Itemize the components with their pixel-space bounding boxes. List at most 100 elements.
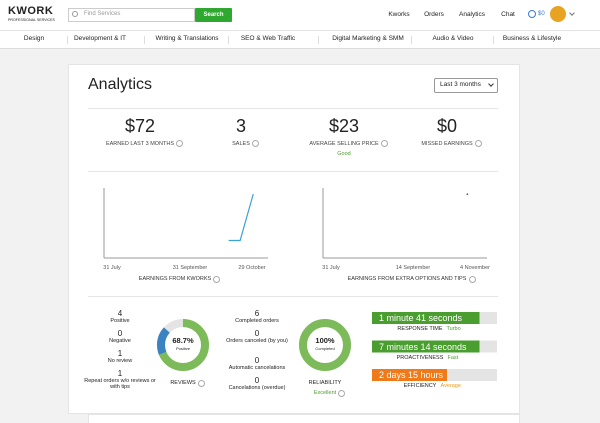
category-link[interactable]: Business & Lifestyle	[502, 35, 562, 42]
balance-icon	[528, 10, 536, 18]
divider	[88, 296, 498, 297]
period-label: Last 3 months	[440, 81, 481, 88]
chart-caption: EARNINGS FROM EXTRA OPTIONS AND TIPS	[347, 276, 467, 282]
x-tick-label: 31 September	[172, 265, 208, 271]
donut-label: 100%	[315, 336, 335, 345]
metric-count: 0	[117, 329, 123, 338]
category-separator	[227, 36, 229, 44]
stat-value: $23	[328, 116, 360, 136]
metric-note: Fast	[447, 354, 459, 361]
metric-label: Automatic cancelations	[228, 365, 286, 371]
search-placeholder: Find Services	[84, 11, 121, 17]
category-separator	[492, 36, 494, 44]
donut-segment	[299, 319, 351, 371]
x-tick-label: 31 July	[322, 265, 340, 271]
metric-bar	[372, 369, 447, 381]
stat-label: AVERAGE SELLING PRICE	[309, 141, 379, 147]
help-icon	[338, 390, 345, 397]
logo-subtitle: PROFESSIONAL SERVICES	[8, 18, 55, 22]
metric-caption: RESPONSE TIME	[397, 326, 443, 332]
help-icon	[252, 140, 259, 147]
help-icon	[380, 140, 388, 147]
help-icon	[213, 276, 220, 283]
category-separator	[67, 36, 68, 44]
analytics-card	[68, 64, 520, 414]
stat-note: Good	[337, 151, 351, 157]
metric-note: Average	[440, 383, 461, 389]
metric-label: Repeat orders w/o reviews or with tips	[84, 378, 156, 390]
stat-value: 3	[235, 116, 247, 136]
help-icon	[197, 380, 205, 387]
search-box[interactable]	[68, 8, 195, 22]
divider	[88, 108, 498, 109]
stat-label: SALES	[232, 141, 250, 147]
metric-count: 1	[117, 349, 123, 358]
metric-caption: PROACTIVENESS	[396, 354, 444, 361]
metric-count: 4	[117, 309, 123, 318]
x-tick-label: 14 September	[395, 265, 431, 271]
divider	[88, 171, 498, 172]
nav-link[interactable]: Chat	[501, 11, 515, 18]
metric-count: 1	[117, 369, 123, 378]
category-link[interactable]: Development & IT	[73, 35, 127, 42]
search-button[interactable]: Search	[195, 8, 232, 22]
metric-count: 6	[254, 309, 260, 318]
metric-count: 0	[254, 376, 260, 385]
period-select[interactable]	[434, 78, 498, 93]
donut-segment	[157, 319, 209, 371]
metric-count: 0	[254, 329, 260, 338]
logo[interactable]: KWORK	[8, 5, 54, 17]
metric-bar	[372, 312, 480, 324]
metric-bar	[372, 340, 480, 353]
earnings-point	[466, 193, 469, 195]
metric-label: Orders canceled (by you)	[226, 338, 288, 344]
page-title: Analytics	[88, 76, 153, 93]
stat-value: $72	[124, 116, 156, 136]
metric-caption: EFFICIENCY	[403, 383, 437, 389]
metric-label: No review	[107, 358, 133, 364]
category-separator	[318, 36, 319, 44]
metric-note: Turbo	[446, 326, 461, 332]
x-tick-label: 31 July	[103, 265, 121, 271]
x-tick-label: 4 November	[460, 265, 490, 271]
donut-sublabel: Positive	[175, 346, 191, 351]
nav-link[interactable]: Kworks	[388, 11, 410, 18]
metric-label: Completed orders	[235, 318, 279, 324]
donut-sublabel: Completed	[315, 346, 335, 351]
nav-link[interactable]: Analytics	[458, 11, 486, 18]
metric-value: 1 minute 41 seconds	[379, 313, 463, 323]
search-icon	[72, 11, 78, 17]
donut-segment	[157, 319, 209, 371]
avatar[interactable]	[550, 6, 566, 22]
category-link[interactable]: Digital Marketing & SMM	[332, 35, 404, 42]
x-tick-label: 29 October	[238, 265, 266, 271]
help-icon	[474, 140, 482, 147]
metric-value: 2 days 15 hours	[379, 370, 444, 380]
metric-label: Positive	[110, 318, 130, 324]
earnings-line	[228, 193, 254, 242]
category-bar	[0, 31, 600, 49]
stat-label: MISSED EARNINGS	[421, 141, 473, 147]
category-link[interactable]: SEO & Web Traffic	[240, 35, 296, 42]
category-link[interactable]: Design	[23, 35, 45, 42]
metric-count: 0	[254, 356, 260, 365]
chart-caption: EARNINGS FROM KWORKS	[138, 276, 212, 282]
stat-label: EARNED LAST 3 MONTHS	[105, 141, 175, 147]
category-separator	[410, 36, 412, 44]
category-separator	[143, 36, 145, 44]
balance[interactable]: $0	[538, 11, 545, 17]
donut-label: 68.7%	[172, 336, 194, 345]
section-note: Excellent	[313, 390, 337, 396]
stat-value: $0	[436, 116, 458, 136]
metric-label: Negative	[109, 338, 131, 344]
category-link[interactable]: Writing & Translations	[155, 35, 219, 42]
next-card	[88, 414, 520, 423]
nav-link[interactable]: Orders	[424, 11, 444, 18]
help-icon	[468, 276, 476, 283]
section-caption: RELIABILITY	[308, 380, 342, 386]
metric-label: Cancelations (overdue)	[228, 385, 286, 391]
category-link[interactable]: Audio & Video	[432, 35, 474, 42]
metric-value: 7 minutes 14 seconds	[379, 341, 467, 352]
